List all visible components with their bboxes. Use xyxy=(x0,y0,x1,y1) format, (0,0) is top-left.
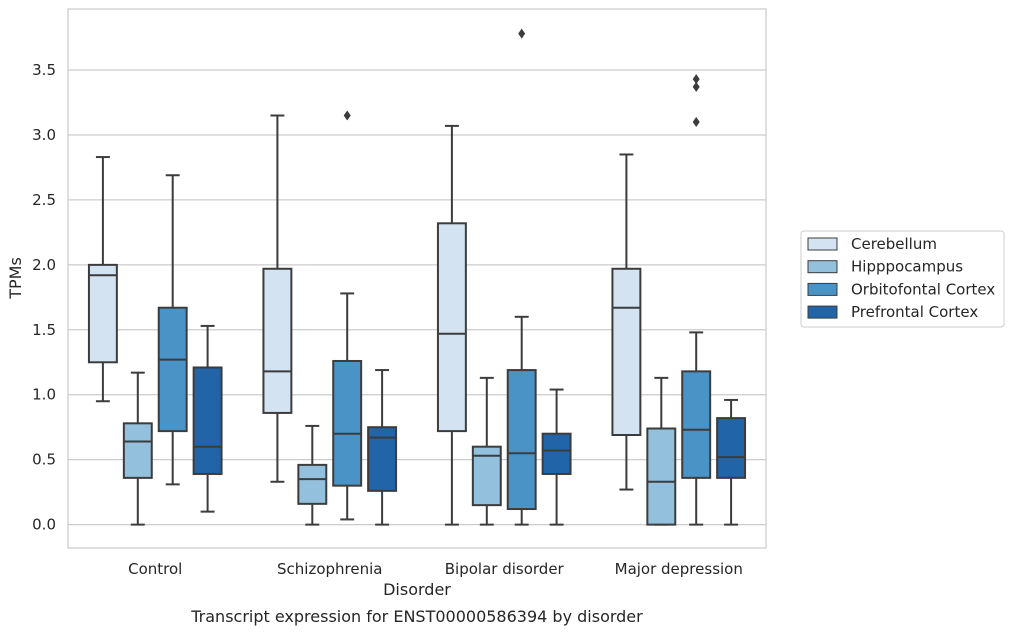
legend-label: Cerebellum xyxy=(851,235,937,253)
box-1-0 xyxy=(122,371,153,526)
legend-swatch xyxy=(807,305,838,319)
box-2-2 xyxy=(506,28,537,526)
x-tick-label: Control xyxy=(128,560,182,578)
box-body xyxy=(157,306,188,433)
y-tick-label: 1.5 xyxy=(32,321,56,339)
outlier-point xyxy=(518,28,526,39)
legend-swatch xyxy=(807,237,838,251)
box-body xyxy=(681,370,712,479)
y-tick-label: 2.5 xyxy=(32,191,56,209)
plot-boxes xyxy=(87,28,747,526)
outlier-point xyxy=(692,81,700,92)
y-tick-label: 0.0 xyxy=(32,516,56,534)
y-axis-title: TPMs xyxy=(6,257,25,300)
box-body xyxy=(646,427,677,526)
box-body xyxy=(192,366,223,475)
plot-frame xyxy=(67,8,767,549)
y-tick-labels: 0.0 0.5 1.0 1.5 2.0 2.5 3.0 3.5 xyxy=(32,61,56,534)
outlier-point xyxy=(692,74,700,85)
box-3-0 xyxy=(192,324,223,513)
legend-swatch xyxy=(807,260,838,274)
x-tick-label: Major depression xyxy=(615,560,743,578)
legend-label: Prefrontal Cortex xyxy=(851,303,978,321)
legend-label: Orbitofontal Cortex xyxy=(851,280,995,298)
legend-swatch xyxy=(807,282,838,296)
outlier-point xyxy=(692,116,700,127)
box-body xyxy=(541,432,572,475)
x-tick-labels: Control Schizophrenia Bipolar disorder Majo… xyxy=(128,560,743,578)
legend-frame xyxy=(800,230,1005,328)
y-tick-label: 1.0 xyxy=(32,386,56,404)
box-body xyxy=(297,463,328,505)
x-tick-label: Bipolar disorder xyxy=(445,560,565,578)
box-body xyxy=(716,417,747,479)
outlier-point xyxy=(343,110,351,121)
y-tick-label: 0.5 xyxy=(32,451,56,469)
x-axis-title: Disorder xyxy=(383,580,451,599)
box-3-1 xyxy=(367,369,398,526)
box-1-1 xyxy=(297,424,328,526)
x-tick-label: Schizophrenia xyxy=(277,560,382,578)
box-1-3 xyxy=(646,376,677,526)
box-body xyxy=(122,422,153,479)
legend: Cerebellum Hipppocampus Orbitofontal Corte… xyxy=(800,230,1005,328)
box-2-3 xyxy=(681,74,712,526)
box-3-2 xyxy=(541,388,572,526)
box-2-1 xyxy=(332,110,363,521)
box-body xyxy=(436,222,467,433)
box-0-0 xyxy=(87,156,118,403)
box-body xyxy=(87,263,118,364)
box-0-3 xyxy=(611,153,642,491)
box-0-1 xyxy=(262,114,293,483)
box-body xyxy=(506,369,537,511)
chart-caption: Transcript expression for ENST0000058639… xyxy=(190,607,643,626)
legend-label: Hipppocampus xyxy=(851,258,963,276)
y-tick-label: 3.5 xyxy=(32,61,56,79)
box-body xyxy=(262,267,293,414)
box-0-2 xyxy=(436,124,467,526)
box-body xyxy=(332,359,363,487)
y-tick-label: 2.0 xyxy=(32,256,56,274)
box-2-0 xyxy=(157,174,188,486)
box-1-2 xyxy=(471,376,502,526)
y-tick-label: 3.0 xyxy=(32,126,56,144)
box-body xyxy=(611,267,642,437)
box-3-3 xyxy=(716,398,747,526)
